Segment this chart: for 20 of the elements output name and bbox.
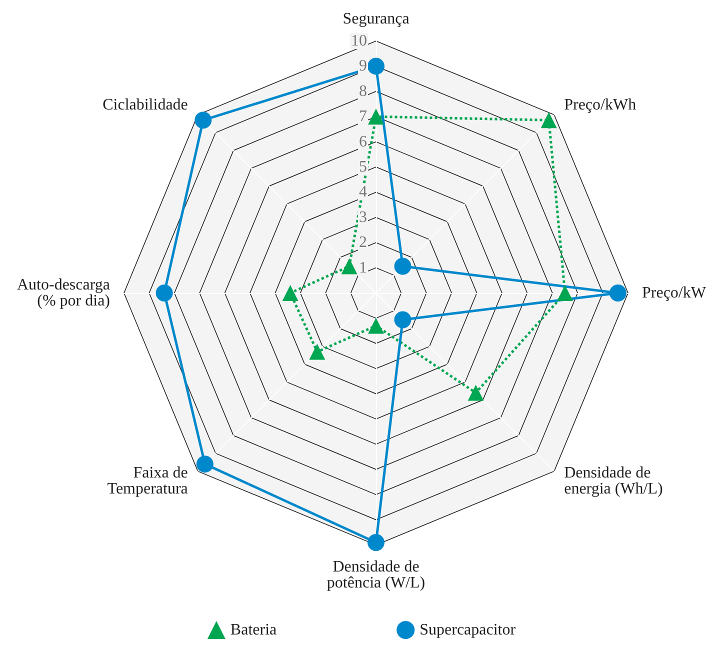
spoke-label: Faixa de Temperatura xyxy=(107,464,188,498)
y-tick-label: 5 xyxy=(359,158,367,176)
spoke-label: Auto-descarga (% por dia) xyxy=(17,276,110,310)
y-tick-label: 9 xyxy=(359,58,367,75)
spoke-label: Densidade de potência (W/L) xyxy=(326,558,426,592)
y-tick-label: 2 xyxy=(359,234,367,252)
legend-label: Bateria xyxy=(230,622,277,638)
legend-label: Supercapacitor xyxy=(420,622,516,638)
spoke-label: Ciclabilidade xyxy=(102,96,188,114)
y-tick-label: 6 xyxy=(359,133,367,150)
y-tick-label: 10 xyxy=(351,32,367,50)
y-tick-label: 4 xyxy=(359,184,367,201)
y-tick-label: 3 xyxy=(359,208,367,226)
spoke-label: Preço/kW xyxy=(642,284,707,302)
spoke-label: Preço/kWh xyxy=(564,96,636,114)
y-tick-label: 8 xyxy=(359,82,367,100)
y-tick-label: 1 xyxy=(359,259,367,276)
spoke-label: Densidade de energia (Wh/L) xyxy=(564,464,663,498)
y-tick-label: 7 xyxy=(359,108,367,126)
spoke-label: Segurança xyxy=(342,10,410,28)
